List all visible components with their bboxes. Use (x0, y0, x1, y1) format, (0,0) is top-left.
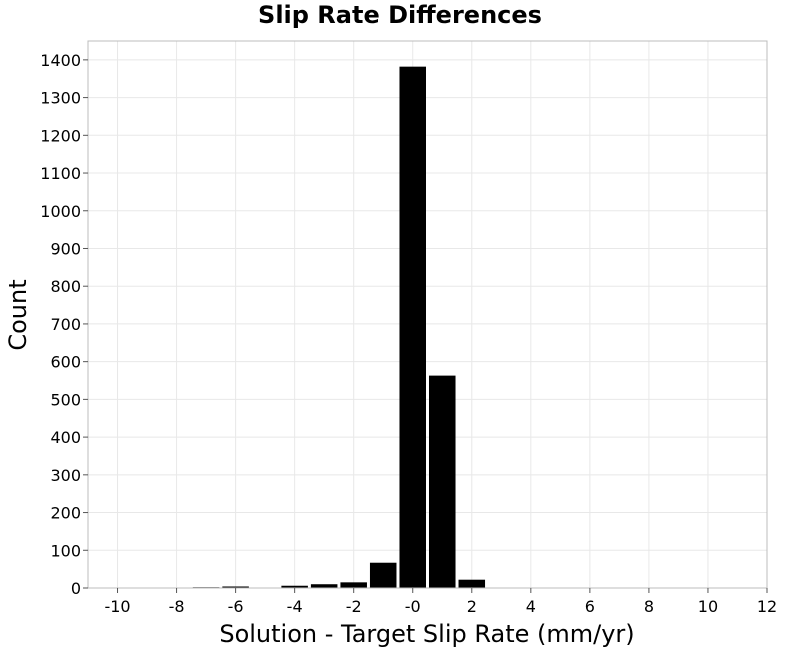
x-tick-label: -10 (104, 597, 130, 616)
y-axis-label: Count (4, 279, 32, 350)
x-tick-label: 8 (644, 597, 654, 616)
histogram-bar (310, 584, 338, 588)
histogram-bar (281, 585, 308, 588)
y-tick-label: 900 (50, 239, 81, 258)
x-tick-label: 12 (757, 597, 777, 616)
histogram-bar (222, 586, 249, 588)
y-axis-ticks: 0 100 200 300 400 500 600 700 800 900 1000 1100 1200… (40, 51, 88, 598)
y-tick-label: 400 (50, 428, 81, 447)
y-tick-label: 1000 (40, 202, 81, 221)
y-tick-label: 700 (50, 315, 81, 334)
x-tick-label: 4 (526, 597, 536, 616)
plot-area-frame (87, 40, 768, 589)
y-tick-label: 300 (50, 466, 81, 485)
bars (192, 66, 486, 589)
y-tick-label: 1300 (40, 89, 81, 108)
histogram-bar (340, 582, 367, 588)
x-tick-label: -0 (405, 597, 421, 616)
x-tick-label: -8 (169, 597, 185, 616)
chart-title: Slip Rate Differences (258, 1, 542, 29)
y-tick-label: 500 (50, 390, 81, 409)
y-tick-label: 0 (71, 579, 81, 598)
y-tick-label: 1400 (40, 51, 81, 70)
x-tick-label: -4 (287, 597, 303, 616)
x-tick-label: 6 (585, 597, 595, 616)
x-tick-label: 10 (698, 597, 718, 616)
y-tick-label: 600 (50, 353, 81, 372)
x-tick-label: 2 (467, 597, 477, 616)
histogram-bar (429, 375, 456, 588)
grid-lines (88, 41, 768, 589)
histogram-bar (369, 562, 397, 588)
y-tick-label: 200 (50, 504, 81, 523)
x-axis-label: Solution - Target Slip Rate (mm/yr) (219, 620, 634, 648)
x-axis-ticks: -10 -8 -6 -4 -2 -0 2 4 6 8 10 12 (104, 588, 777, 616)
y-tick-label: 1200 (40, 126, 81, 145)
x-tick-label: -6 (228, 597, 244, 616)
histogram-bar (399, 66, 426, 589)
y-tick-label: 100 (50, 541, 81, 560)
x-tick-label: -2 (346, 597, 362, 616)
y-tick-label: 1100 (40, 164, 81, 183)
y-tick-label: 800 (50, 277, 81, 296)
histogram-bar (458, 579, 486, 588)
